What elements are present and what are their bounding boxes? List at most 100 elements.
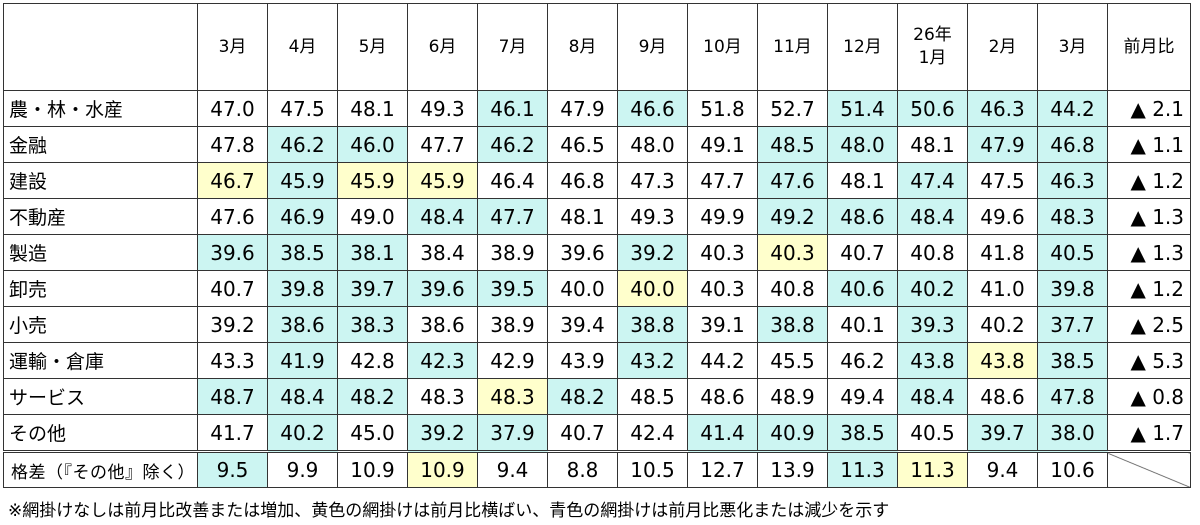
- column-header: 11月: [757, 3, 828, 91]
- month-change-cell: ▲ 1.7: [1107, 414, 1191, 452]
- value-cell: 43.3: [197, 342, 268, 379]
- value-cell: 38.1: [337, 234, 408, 271]
- value-cell: 39.6: [547, 234, 618, 271]
- column-header: 10月: [687, 3, 758, 91]
- value-cell: 40.9: [757, 414, 828, 452]
- table-row: 建設 46.7 45.9 45.9 45.9 46.4 46.8 47.3 47.7 47.6 48…: [3, 162, 1191, 199]
- row-label: その他: [3, 414, 198, 452]
- month-change-cell: ▲ 0.8: [1107, 378, 1191, 415]
- column-header: 5月: [337, 3, 408, 91]
- gap-row: 格差（『その他』除く） 9.5 9.9 10.9 10.9 9.4 8.8 10.5 12.7 1…: [3, 450, 1191, 488]
- value-cell: 40.3: [687, 270, 758, 307]
- value-cell: 38.5: [827, 414, 898, 452]
- value-cell: 48.3: [477, 378, 548, 415]
- value-cell: 43.9: [547, 342, 618, 379]
- value-cell: 46.7: [197, 162, 268, 199]
- row-label: 運輸・倉庫: [3, 342, 198, 379]
- value-cell: 48.5: [757, 126, 828, 163]
- value-cell: 41.0: [967, 270, 1038, 307]
- gap-value-cell: 8.8: [547, 450, 618, 488]
- value-cell: 48.4: [897, 378, 968, 415]
- value-cell: 38.6: [267, 306, 338, 343]
- gap-value-cell: 10.6: [1037, 450, 1108, 488]
- value-cell: 49.3: [407, 90, 478, 127]
- value-cell: 49.9: [687, 198, 758, 235]
- value-cell: 45.9: [337, 162, 408, 199]
- value-cell: 48.6: [827, 198, 898, 235]
- month-change-cell: ▲ 1.2: [1107, 162, 1191, 199]
- value-cell: 46.3: [967, 90, 1038, 127]
- value-cell: 45.9: [267, 162, 338, 199]
- value-cell: 39.2: [617, 234, 688, 271]
- value-cell: 48.6: [687, 378, 758, 415]
- corner-cell: [3, 3, 198, 91]
- month-change-cell: ▲ 1.1: [1107, 126, 1191, 163]
- value-cell: 47.3: [617, 162, 688, 199]
- row-label: 製造: [3, 234, 198, 271]
- table-row: 卸売 40.7 39.8 39.7 39.6 39.5 40.0 40.0 40.3 40.8 40…: [3, 270, 1191, 307]
- value-cell: 38.4: [407, 234, 478, 271]
- gap-value-cell: 10.5: [617, 450, 688, 488]
- column-header: 6月: [407, 3, 478, 91]
- gap-value-cell: 12.7: [687, 450, 758, 488]
- value-cell: 38.3: [337, 306, 408, 343]
- value-cell: 47.7: [407, 126, 478, 163]
- value-cell: 46.8: [547, 162, 618, 199]
- value-cell: 49.2: [757, 198, 828, 235]
- value-cell: 39.5: [477, 270, 548, 307]
- header-row: 3月 4月 5月 6月 7月 8月 9月 10月 11月 12月 26年 1月 2月 3月 前月比: [3, 3, 1191, 91]
- gap-value-cell: 10.9: [407, 450, 478, 488]
- value-cell: 40.8: [897, 234, 968, 271]
- value-cell: 46.9: [267, 198, 338, 235]
- value-cell: 38.6: [407, 306, 478, 343]
- month-change-cell: ▲ 5.3: [1107, 342, 1191, 379]
- gap-value-cell: 10.9: [337, 450, 408, 488]
- value-cell: 40.7: [547, 414, 618, 452]
- value-cell: 49.1: [687, 126, 758, 163]
- empty-diagonal-cell: [1107, 450, 1191, 488]
- value-cell: 47.8: [197, 126, 268, 163]
- gap-value-cell: 13.9: [757, 450, 828, 488]
- value-cell: 48.1: [547, 198, 618, 235]
- table-row: 製造 39.6 38.5 38.1 38.4 38.9 39.6 39.2 40.3 40.3 40…: [3, 234, 1191, 271]
- gap-value-cell: 9.5: [197, 450, 268, 488]
- value-cell: 49.6: [967, 198, 1038, 235]
- value-cell: 48.1: [897, 126, 968, 163]
- value-cell: 43.2: [617, 342, 688, 379]
- row-label: サービス: [3, 378, 198, 415]
- value-cell: 42.9: [477, 342, 548, 379]
- value-cell: 40.5: [1037, 234, 1108, 271]
- value-cell: 52.7: [757, 90, 828, 127]
- value-cell: 46.2: [827, 342, 898, 379]
- table-row: 金融 47.8 46.2 46.0 47.7 46.2 46.5 48.0 49.1 48.5 48…: [3, 126, 1191, 163]
- value-cell: 39.6: [407, 270, 478, 307]
- value-cell: 39.4: [547, 306, 618, 343]
- value-cell: 39.3: [897, 306, 968, 343]
- month-change-cell: ▲ 2.1: [1107, 90, 1191, 127]
- value-cell: 48.4: [407, 198, 478, 235]
- value-cell: 47.0: [197, 90, 268, 127]
- column-header: 2月: [967, 3, 1038, 91]
- value-cell: 47.6: [757, 162, 828, 199]
- row-label: 建設: [3, 162, 198, 199]
- gap-value-cell: 9.4: [477, 450, 548, 488]
- value-cell: 40.0: [617, 270, 688, 307]
- value-cell: 48.3: [407, 378, 478, 415]
- table-row: その他 41.7 40.2 45.0 39.2 37.9 40.7 42.4 41.4 40.9 3…: [3, 414, 1191, 452]
- value-cell: 38.5: [1037, 342, 1108, 379]
- gap-value-cell: 9.9: [267, 450, 338, 488]
- column-header: 8月: [547, 3, 618, 91]
- value-cell: 40.2: [967, 306, 1038, 343]
- value-cell: 49.4: [827, 378, 898, 415]
- gap-value-cell: 11.3: [897, 450, 968, 488]
- value-cell: 48.7: [197, 378, 268, 415]
- value-cell: 38.8: [617, 306, 688, 343]
- month-change-cell: ▲ 1.3: [1107, 234, 1191, 271]
- gap-row-label: 格差（『その他』除く）: [3, 450, 198, 488]
- value-cell: 47.4: [897, 162, 968, 199]
- value-cell: 45.5: [757, 342, 828, 379]
- value-cell: 45.9: [407, 162, 478, 199]
- row-label: 農・林・水産: [3, 90, 198, 127]
- value-cell: 48.1: [827, 162, 898, 199]
- value-cell: 40.6: [827, 270, 898, 307]
